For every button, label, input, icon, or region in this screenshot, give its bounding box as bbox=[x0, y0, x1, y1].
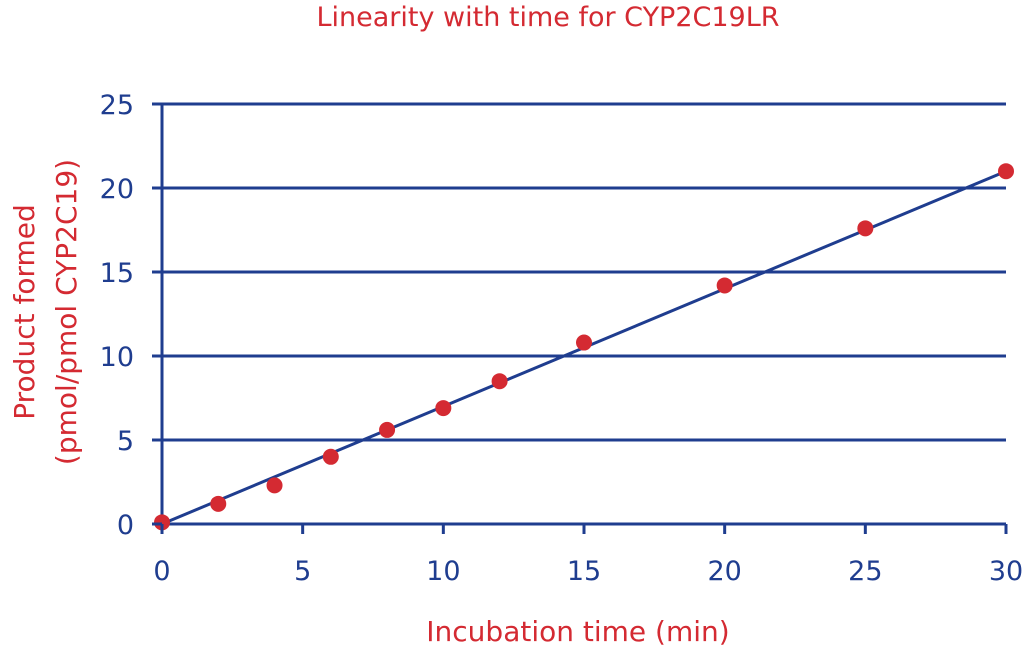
y-tick-label-1: 5 bbox=[117, 426, 134, 457]
x-tick-label-0: 0 bbox=[153, 556, 170, 587]
data-point-3 bbox=[322, 448, 339, 465]
y-tick-label-2: 10 bbox=[100, 342, 134, 373]
x-tick-label-5: 25 bbox=[848, 556, 882, 587]
x-tick-label-2: 10 bbox=[426, 556, 460, 587]
y-axis-label-line2: (pmol/pmol CYP2C19) bbox=[50, 159, 83, 465]
chart-title: Linearity with time for CYP2C19LR bbox=[316, 2, 779, 33]
point-layer bbox=[154, 163, 1014, 531]
data-point-7 bbox=[576, 334, 592, 351]
y-tick-label-0: 0 bbox=[117, 510, 134, 541]
x-tick-label-1: 5 bbox=[294, 556, 311, 587]
y-tick-label-5: 25 bbox=[100, 90, 134, 121]
x-tick-label-6: 30 bbox=[989, 556, 1023, 587]
grid-layer bbox=[162, 102, 1006, 442]
data-point-10 bbox=[998, 163, 1014, 180]
tick-layer: 0 5 10 15 20 25 0 5 10 15 20 25 30 bbox=[100, 90, 1024, 587]
y-tick-label-3: 15 bbox=[100, 258, 134, 289]
data-point-0 bbox=[154, 514, 170, 531]
x-tick-label-3: 15 bbox=[567, 556, 601, 587]
data-point-5 bbox=[435, 400, 452, 417]
data-point-4 bbox=[379, 421, 396, 438]
data-point-6 bbox=[491, 373, 508, 390]
data-point-2 bbox=[266, 477, 283, 494]
data-point-1 bbox=[210, 495, 227, 512]
x-tick-label-4: 20 bbox=[707, 556, 741, 587]
y-axis-label: Product formed (pmol/pmol CYP2C19) bbox=[8, 159, 83, 465]
data-point-8 bbox=[716, 277, 733, 294]
x-axis-label: Incubation time (min) bbox=[426, 615, 729, 648]
y-tick-label-4: 20 bbox=[100, 174, 134, 205]
y-axis-label-line1: Product formed bbox=[8, 204, 41, 420]
data-point-9 bbox=[857, 220, 874, 237]
